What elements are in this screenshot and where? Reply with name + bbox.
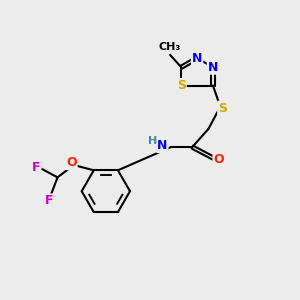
Text: CH₃: CH₃: [158, 42, 181, 52]
Text: F: F: [45, 194, 54, 207]
Text: N: N: [157, 139, 168, 152]
Text: H: H: [148, 136, 158, 146]
Text: N: N: [208, 61, 218, 74]
Text: N: N: [192, 52, 202, 64]
Text: S: S: [218, 102, 227, 115]
Text: S: S: [177, 79, 186, 92]
Text: O: O: [66, 156, 77, 169]
Text: F: F: [32, 161, 40, 174]
Text: O: O: [214, 153, 224, 166]
